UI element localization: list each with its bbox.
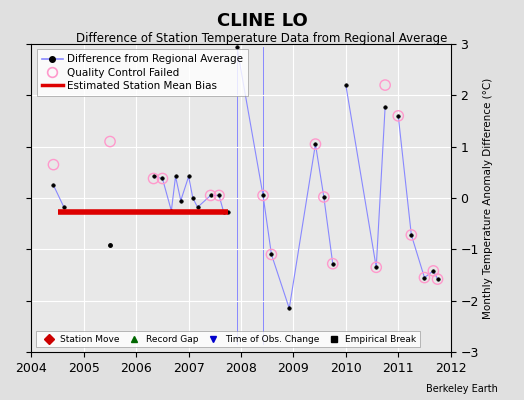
Point [429,268,438,274]
Point [106,138,114,145]
Point [158,175,167,182]
Point [394,113,402,119]
Point [381,82,389,88]
Legend: Station Move, Record Gap, Time of Obs. Change, Empirical Break: Station Move, Record Gap, Time of Obs. C… [36,331,420,348]
Text: Difference of Station Temperature Data from Regional Average: Difference of Station Temperature Data f… [77,32,447,45]
Point [320,194,328,200]
Point [49,162,58,168]
Point [329,260,337,267]
Point [407,232,416,238]
Text: Berkeley Earth: Berkeley Earth [426,384,498,394]
Point [267,251,276,258]
Point [311,141,320,147]
Point [259,192,267,199]
Point [215,192,223,199]
Point [372,264,380,270]
Y-axis label: Monthly Temperature Anomaly Difference (°C): Monthly Temperature Anomaly Difference (… [483,77,493,319]
Point [433,276,442,282]
Point [206,192,215,199]
Point [149,175,158,182]
Point [420,274,429,281]
Text: CLINE LO: CLINE LO [216,12,308,30]
